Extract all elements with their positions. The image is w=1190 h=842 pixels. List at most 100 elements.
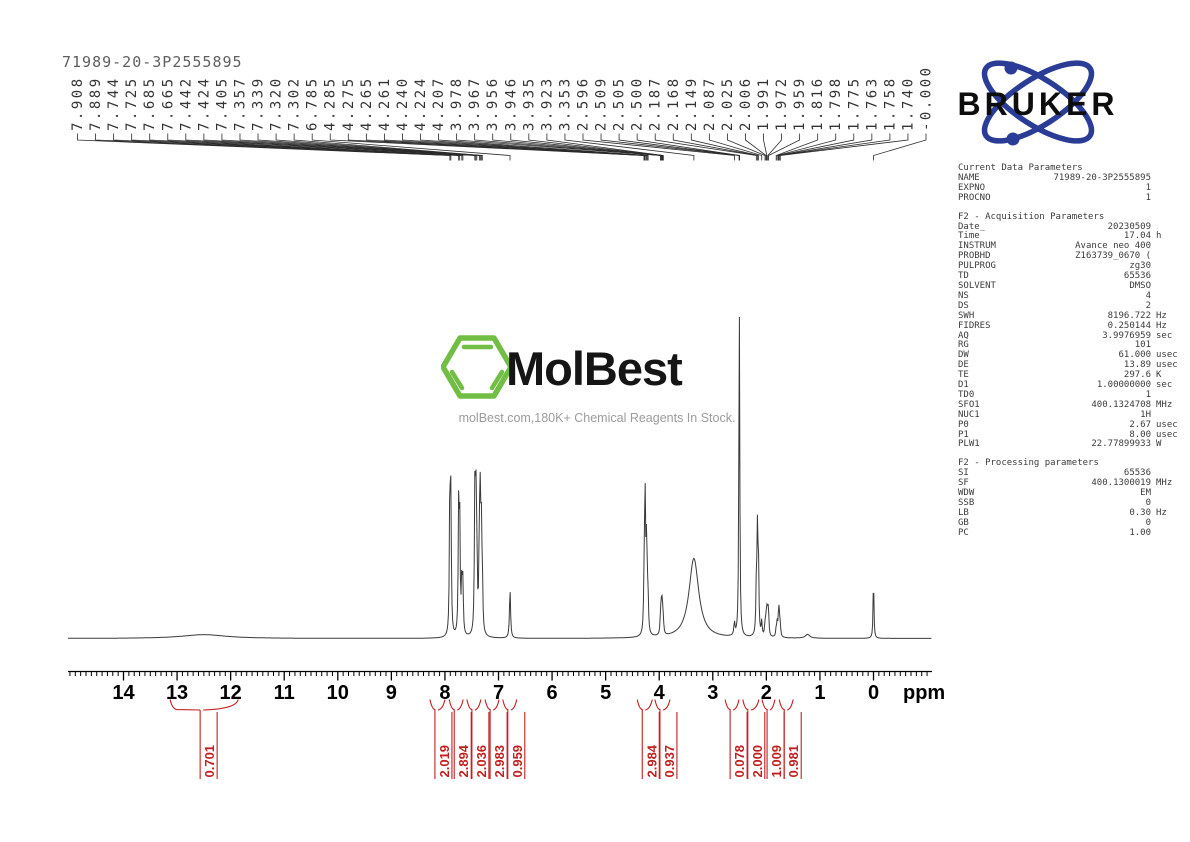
axis-tick-label: 0 xyxy=(868,682,879,704)
parameter-row: LB 0.30 Hz xyxy=(958,507,1190,519)
parameter-row: GB 0 xyxy=(958,517,1190,529)
parameter-key: SSB xyxy=(958,498,975,508)
parameters-section-heading: Current Data Parameters xyxy=(958,163,1083,173)
parameter-value: 65536 xyxy=(1123,468,1151,479)
parameter-key: SF xyxy=(958,478,969,489)
integral-value: 0.937 xyxy=(662,745,677,778)
axis-tick-label: 5 xyxy=(600,682,611,704)
parameters-section: F2 - Acquisition Parameters Date_ 20230509… xyxy=(958,212,1190,451)
parameter-unit xyxy=(1151,292,1190,302)
parameter-key: Time xyxy=(958,231,980,242)
parameter-row: SF 400.1300019 MHz xyxy=(958,478,1190,489)
parameter-unit: usec xyxy=(1156,419,1178,430)
peak-callout-line xyxy=(221,133,478,161)
bruker-orbit-icon xyxy=(981,60,1095,144)
parameter-row: TD0 1 xyxy=(958,390,1190,401)
parameter-unit: h xyxy=(1156,231,1162,242)
peak-callout-line xyxy=(546,133,664,161)
parameter-key: TE xyxy=(958,370,969,381)
molbest-brand-text: MolBest xyxy=(506,342,683,395)
parameter-key: GB xyxy=(958,517,969,528)
peak-callout-line xyxy=(293,133,483,161)
peak-label: 3.978 xyxy=(449,76,465,131)
parameter-unit xyxy=(1151,174,1190,184)
peak-label: 4.207 xyxy=(431,76,447,131)
integral-value: 2.894 xyxy=(456,744,471,777)
peak-label: 1.740 xyxy=(900,76,916,131)
parameter-key: FIDRES xyxy=(958,320,991,331)
parameter-unit xyxy=(1151,272,1190,282)
parameter-unit xyxy=(1151,529,1190,539)
parameter-row: FIDRES 0.250144 Hz xyxy=(958,320,1190,332)
parameter-value: 400.1324708 xyxy=(1091,399,1151,410)
ppm-unit-label: ppm xyxy=(903,682,945,704)
integral-bracket xyxy=(502,699,518,711)
bruker-logo: BRUKER xyxy=(958,60,1114,146)
parameter-value: 0.30 xyxy=(1129,507,1151,518)
parameter-unit: MHz xyxy=(1156,399,1173,410)
peak-callout-line xyxy=(510,133,663,161)
parameter-key: PC xyxy=(958,527,969,538)
axis-tick-label: 10 xyxy=(327,682,349,704)
peak-callout-line xyxy=(775,133,819,161)
parameter-key: INSTRUM xyxy=(958,241,996,252)
parameter-row: PROBHD Z163739_0670 ( xyxy=(958,251,1190,262)
integral-bracket xyxy=(429,699,446,711)
axis-tick-label: 1 xyxy=(814,682,825,704)
integral-bracket xyxy=(724,699,740,711)
parameter-unit: Hz xyxy=(1156,320,1167,331)
peak-label: 7.725 xyxy=(124,76,140,131)
axis-tick-label: 4 xyxy=(654,682,666,704)
peak-label: 1.972 xyxy=(774,76,790,131)
integral-bracket xyxy=(636,699,653,711)
peak-label: 1.959 xyxy=(792,76,808,131)
peak-label: 1.758 xyxy=(882,76,898,131)
parameter-value: 1 xyxy=(1145,182,1151,193)
peak-callout-line xyxy=(763,133,768,161)
parameter-row: PLW1 22.77899933 W xyxy=(958,440,1190,450)
parameter-row: INSTRUM Avance neo 400 xyxy=(958,241,1190,252)
integral-value: 0.981 xyxy=(786,745,801,778)
parameter-value: 400.1300019 xyxy=(1091,478,1151,489)
parameter-unit: W xyxy=(1156,439,1162,450)
parameter-key: D1 xyxy=(958,380,969,391)
peak-label: 4.265 xyxy=(359,76,375,131)
parameter-value: 2 xyxy=(1145,300,1151,311)
peak-callout-line xyxy=(438,133,649,161)
peak-callout-line xyxy=(654,133,757,161)
peak-callout-line xyxy=(131,133,461,161)
parameter-row: SFO1 400.1324708 MHz xyxy=(958,399,1190,411)
parameter-value: Z163739_0670 ( xyxy=(1075,251,1151,262)
parameter-value: 22.77899933 xyxy=(1091,439,1151,450)
parameter-unit: sec xyxy=(1156,380,1173,391)
peak-label: 1.798 xyxy=(828,76,844,131)
peak-callout-line xyxy=(329,133,645,161)
peak-label: 3.956 xyxy=(485,76,501,131)
parameter-key: SI xyxy=(958,468,969,479)
parameter-row: SI 65536 xyxy=(958,468,1190,479)
peak-label: 1.775 xyxy=(846,76,862,131)
integral-bracket xyxy=(466,699,482,711)
peak-label: 7.320 xyxy=(269,76,285,131)
parameter-value: 61.000 xyxy=(1118,350,1151,361)
parameter-key: RG xyxy=(958,340,969,351)
peak-label: 2.025 xyxy=(720,76,736,131)
parameter-row: TE 297.6 K xyxy=(958,370,1190,381)
parameter-key: DE xyxy=(958,360,969,371)
peak-callout-line xyxy=(257,133,481,161)
peak-callout-line xyxy=(745,133,767,161)
parameter-key: DW xyxy=(958,350,969,361)
axis-tick-label: 2 xyxy=(761,682,772,704)
parameter-value: 1.00000000 xyxy=(1096,380,1151,391)
parameter-key: P0 xyxy=(958,419,969,430)
axis-tick-label: 3 xyxy=(707,682,718,704)
peak-callout-line xyxy=(582,133,735,161)
parameter-value: EM xyxy=(1140,488,1151,499)
parameter-key: P1 xyxy=(958,429,969,440)
parameter-key: NAME xyxy=(958,172,980,183)
peak-label: 3.967 xyxy=(467,76,483,131)
parameter-row: D1 1.00000000 sec xyxy=(958,380,1190,391)
peak-callout-line xyxy=(690,133,759,161)
parameter-unit xyxy=(1151,282,1190,292)
peak-label: 2.509 xyxy=(594,76,610,131)
